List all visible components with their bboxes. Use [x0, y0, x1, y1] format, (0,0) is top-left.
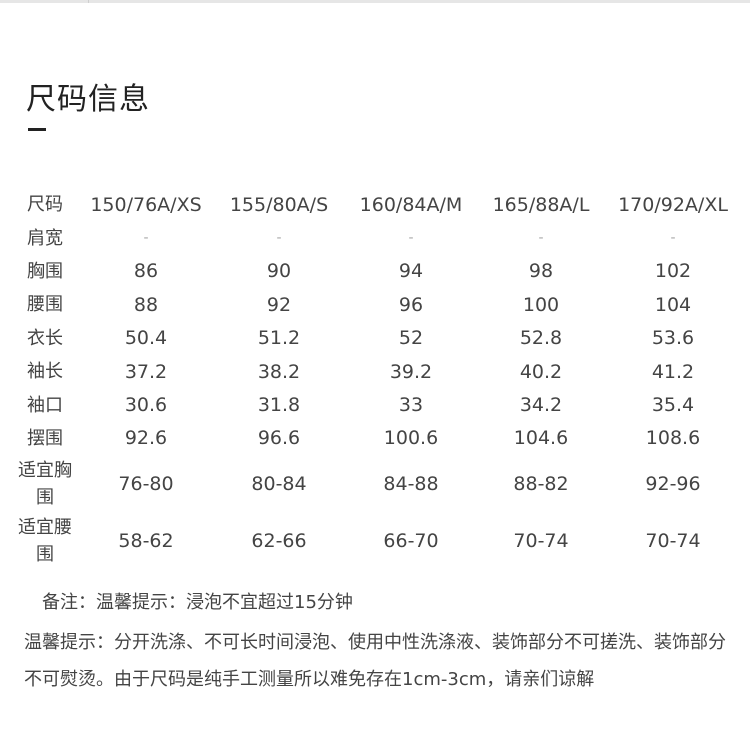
table-cell: 100.6 [383, 427, 439, 450]
table-row: 适宜腰围 58-62 62-66 66-70 70-74 70-74 [10, 512, 740, 569]
table-header-row: 尺码 150/76A/XS 155/80A/S 160/84A/M 165/88… [10, 188, 740, 221]
table-cell: 108.6 [645, 427, 701, 450]
top-border [0, 0, 750, 3]
row-label: 袖口 [27, 394, 63, 416]
table-cell: 58-62 [118, 529, 174, 552]
table-cell: 86 [133, 260, 159, 283]
header-cell: 155/80A/S [229, 193, 329, 216]
table-cell: - [538, 230, 544, 247]
table-cell: 70-74 [513, 529, 569, 552]
table-cell: 92 [266, 293, 292, 316]
care-tips: 温馨提示：分开洗涤、不可长时间浸泡、使用中性洗涤液、装饰部分不可搓洗、装饰部分不… [24, 632, 726, 690]
table-cell: 104.6 [513, 427, 569, 450]
header-cell: 165/88A/L [492, 193, 590, 216]
header-cell: 150/76A/XS [90, 193, 202, 216]
table-cell: 104 [654, 293, 692, 316]
table-row: 胸围 86 90 94 98 102 [10, 255, 740, 288]
size-table: 尺码 150/76A/XS 155/80A/S 160/84A/M 165/88… [10, 188, 740, 569]
table-cell: 39.2 [389, 360, 433, 383]
table-cell: - [143, 230, 149, 247]
header-cell: 160/84A/M [359, 193, 463, 216]
table-cell: 66-70 [383, 529, 439, 552]
table-cell: 37.2 [124, 360, 168, 383]
table-cell: 41.2 [651, 360, 695, 383]
table-cell: 76-80 [118, 472, 174, 495]
row-label: 肩宽 [27, 227, 63, 249]
title-underline [28, 128, 46, 131]
table-cell: 34.2 [519, 394, 563, 417]
table-row: 袖长 37.2 38.2 39.2 40.2 41.2 [10, 355, 740, 388]
table-cell: 102 [654, 260, 692, 283]
table-cell: 70-74 [645, 529, 701, 552]
table-cell: 88 [133, 293, 159, 316]
table-cell: 50.4 [124, 327, 168, 350]
table-cell: 92.6 [124, 427, 168, 450]
table-cell: 51.2 [257, 327, 301, 350]
table-cell: 90 [266, 260, 292, 283]
row-label: 摆围 [27, 427, 63, 449]
table-cell: 31.8 [257, 394, 301, 417]
table-cell: 94 [398, 260, 424, 283]
row-label: 适宜腰围 [18, 516, 72, 565]
row-label: 胸围 [27, 260, 63, 282]
table-cell: 96.6 [257, 427, 301, 450]
table-cell: 35.4 [651, 394, 695, 417]
table-cell: 88-82 [513, 472, 569, 495]
remark-note: 备注：温馨提示：浸泡不宜超过15分钟 [42, 592, 353, 613]
table-cell: 96 [398, 293, 424, 316]
header-cell: 尺码 [27, 194, 63, 216]
table-row: 衣长 50.4 51.2 52 52.8 53.6 [10, 322, 740, 355]
table-cell: - [276, 230, 282, 247]
table-cell: 33 [398, 394, 424, 417]
table-cell: 84-88 [383, 472, 439, 495]
table-cell: 100 [522, 293, 560, 316]
table-row: 适宜胸围 76-80 80-84 84-88 88-82 92-96 [10, 455, 740, 512]
table-cell: 80-84 [251, 472, 307, 495]
table-cell: 52.8 [519, 327, 563, 350]
table-cell: 38.2 [257, 360, 301, 383]
table-cell: 62-66 [251, 529, 307, 552]
table-row: 袖口 30.6 31.8 33 34.2 35.4 [10, 388, 740, 421]
section-title: 尺码信息 [26, 82, 150, 117]
row-label: 袖长 [27, 361, 63, 383]
header-cell: 170/92A/XL [618, 193, 728, 216]
table-row: 摆围 92.6 96.6 100.6 104.6 108.6 [10, 422, 740, 455]
table-row: 腰围 88 92 96 100 104 [10, 288, 740, 321]
table-cell: 30.6 [124, 394, 168, 417]
table-row: 肩宽 - - - - - [10, 221, 740, 254]
table-cell: 98 [528, 260, 554, 283]
table-cell: 53.6 [651, 327, 695, 350]
table-cell: - [408, 230, 414, 247]
table-cell: 92-96 [645, 472, 701, 495]
table-cell: 40.2 [519, 360, 563, 383]
row-label: 腰围 [27, 294, 63, 316]
row-label: 衣长 [27, 327, 63, 349]
table-cell: - [670, 230, 676, 247]
table-cell: 52 [398, 327, 424, 350]
row-label: 适宜胸围 [18, 459, 72, 508]
